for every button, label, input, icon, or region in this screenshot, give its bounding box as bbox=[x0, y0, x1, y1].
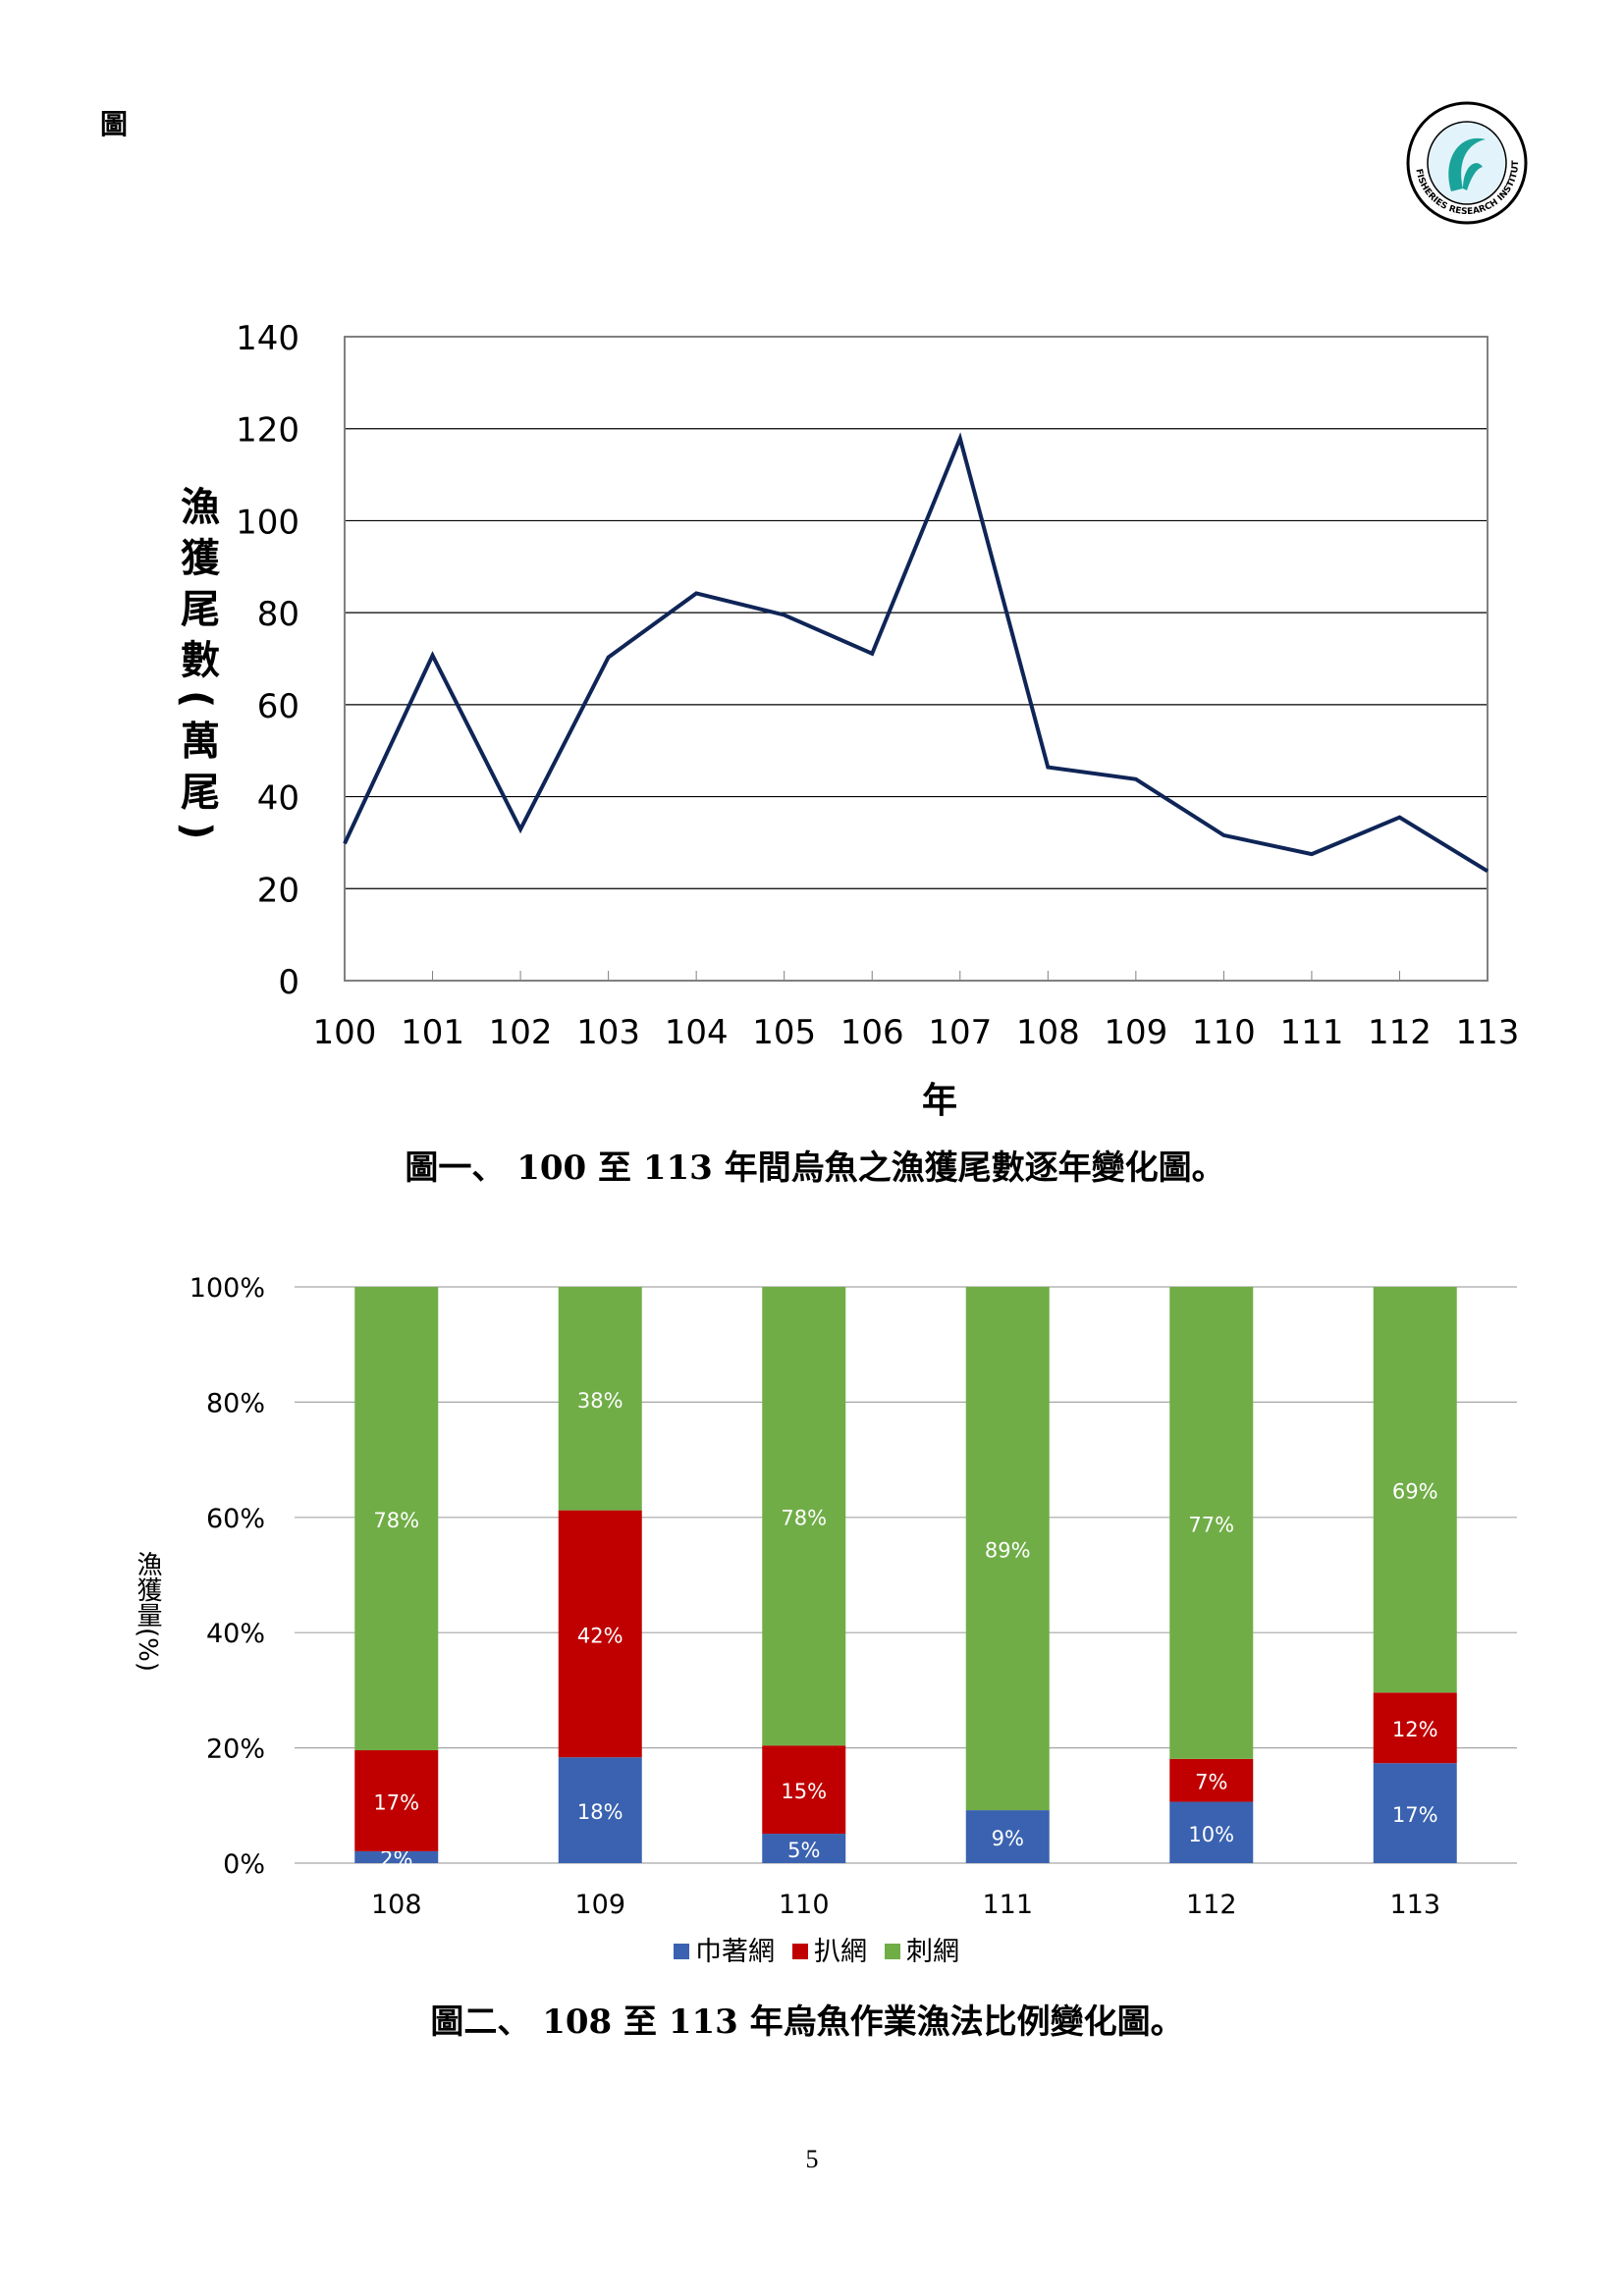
x-tick-label: 109 bbox=[574, 1890, 625, 1920]
y-axis-title: 漁獲尾數(萬尾) bbox=[174, 486, 220, 852]
bar-segment bbox=[1169, 1758, 1254, 1802]
x-tick-label: 111 bbox=[982, 1890, 1033, 1920]
x-tick-label: 108 bbox=[371, 1890, 422, 1920]
x-tick-label: 102 bbox=[489, 1013, 553, 1052]
x-tick-label: 105 bbox=[752, 1013, 816, 1052]
data-label: 12% bbox=[1392, 1718, 1438, 1741]
page-number: 5 bbox=[805, 2145, 819, 2173]
legend-label: 扒網 bbox=[814, 1937, 867, 1967]
data-label: 18% bbox=[577, 1800, 623, 1824]
y-tick-label: 20 bbox=[257, 871, 299, 910]
bar-segment bbox=[558, 1757, 642, 1863]
bar-segment bbox=[1373, 1692, 1457, 1764]
bar-segment bbox=[1373, 1287, 1457, 1693]
data-label: 9% bbox=[992, 1827, 1024, 1850]
bar-segment bbox=[558, 1287, 642, 1511]
figure-1-caption: 圖一、 100 至 113 年間烏魚之漁獲尾數逐年變化圖。 bbox=[405, 1148, 1225, 1188]
y-tick-label: 40% bbox=[206, 1619, 265, 1649]
y-tick-label: 0 bbox=[278, 963, 299, 1002]
bar-segment bbox=[354, 1287, 439, 1751]
y-tick-label: 60% bbox=[206, 1504, 265, 1534]
y-tick-label: 20% bbox=[206, 1735, 265, 1765]
y-tick-label: 100% bbox=[189, 1273, 265, 1304]
bar-segment bbox=[558, 1510, 642, 1758]
plot-frame bbox=[344, 336, 1489, 982]
x-tick-label: 106 bbox=[840, 1013, 904, 1052]
x-tick-label: 110 bbox=[779, 1890, 830, 1920]
x-tick-label: 112 bbox=[1368, 1013, 1432, 1052]
bar-segment bbox=[354, 1850, 439, 1863]
bar-segment bbox=[1169, 1801, 1254, 1863]
data-label: 89% bbox=[985, 1539, 1031, 1563]
data-label: 15% bbox=[781, 1780, 827, 1803]
data-label: 69% bbox=[1392, 1480, 1438, 1504]
y-tick-label: 80% bbox=[206, 1388, 265, 1418]
data-label: 7% bbox=[1195, 1771, 1227, 1794]
x-axis-title: 年 bbox=[922, 1081, 957, 1121]
stacked-bar-chart: 0% 20% 40% 60% 80% 100% 2% 17% 78% 108 18% 42% 38% 10… bbox=[133, 1273, 1517, 1967]
x-tick-label: 100 bbox=[313, 1013, 377, 1052]
y-tick-label: 120 bbox=[236, 411, 299, 451]
y-tick-label: 60 bbox=[257, 687, 299, 726]
x-tick-label: 110 bbox=[1192, 1013, 1256, 1052]
bar-segment bbox=[1373, 1763, 1457, 1863]
data-label: 10% bbox=[1188, 1823, 1234, 1846]
legend-swatch bbox=[792, 1944, 808, 1959]
data-label: 77% bbox=[1188, 1513, 1234, 1536]
x-tick-label: 101 bbox=[401, 1013, 464, 1052]
y-tick-label: 80 bbox=[257, 595, 299, 634]
y-axis-title: 漁獲量(%) bbox=[133, 1551, 162, 1672]
figure-2-caption: 圖二、 108 至 113 年烏魚作業漁法比例變化圖。 bbox=[430, 2002, 1184, 2042]
x-tick-label: 113 bbox=[1389, 1890, 1440, 1920]
legend-swatch bbox=[674, 1944, 689, 1959]
bar-segment bbox=[1169, 1287, 1254, 1759]
y-tick-label: 140 bbox=[236, 319, 299, 358]
x-tick-label: 103 bbox=[576, 1013, 640, 1052]
data-label: 17% bbox=[373, 1790, 419, 1814]
data-label: 78% bbox=[781, 1507, 827, 1530]
data-line bbox=[343, 432, 1489, 874]
legend-label: 巾著網 bbox=[695, 1937, 775, 1967]
x-tick-label: 112 bbox=[1186, 1890, 1237, 1920]
data-label: 5% bbox=[787, 1839, 820, 1862]
bar-segment bbox=[762, 1745, 846, 1835]
data-label: 2% bbox=[380, 1847, 412, 1871]
institute-logo: FISHERIES RESEARCH INSTITUTE bbox=[1402, 98, 1528, 225]
bar-segment bbox=[762, 1834, 846, 1863]
data-label: 42% bbox=[577, 1624, 623, 1647]
legend-label: 刺網 bbox=[906, 1937, 959, 1967]
x-tick-label: 113 bbox=[1456, 1013, 1520, 1052]
x-tick-label: 104 bbox=[665, 1013, 729, 1052]
data-label: 17% bbox=[1392, 1803, 1438, 1827]
bar-segment bbox=[762, 1287, 846, 1746]
x-tick-label: 109 bbox=[1104, 1013, 1167, 1052]
bar-segment bbox=[965, 1287, 1050, 1811]
x-tick-label: 108 bbox=[1016, 1013, 1080, 1052]
y-tick-label: 0% bbox=[223, 1849, 265, 1880]
x-tick-label: 111 bbox=[1279, 1013, 1343, 1052]
y-tick-label: 100 bbox=[236, 503, 299, 542]
data-label: 78% bbox=[373, 1509, 419, 1532]
y-tick-label: 40 bbox=[257, 779, 299, 819]
header-label: 圖 bbox=[100, 108, 129, 140]
bar-segment bbox=[354, 1750, 439, 1851]
data-label: 38% bbox=[577, 1389, 623, 1413]
line-chart: 0 20 40 60 80 100 120 140 100 101 102 103 104 105 106 1… bbox=[174, 319, 1520, 1121]
bar-segment bbox=[965, 1810, 1050, 1863]
x-tick-label: 107 bbox=[928, 1013, 992, 1052]
legend-swatch bbox=[885, 1944, 900, 1959]
